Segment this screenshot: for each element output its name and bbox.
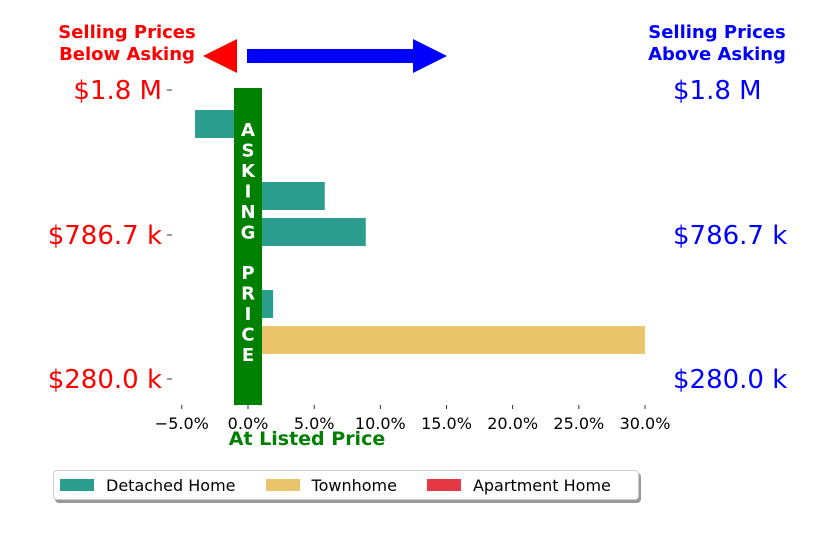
right-arrow-icon: [413, 39, 447, 73]
y-tick-label-left-1: $786.7 k: [48, 221, 162, 251]
above-asking-line2: Above Asking: [648, 44, 786, 65]
x-axis-label: At Listed Price: [229, 428, 385, 450]
above-asking-line1: Selling Prices: [648, 22, 785, 43]
y-tick-label-left-2: $280.0 k: [48, 365, 162, 395]
legend-swatch-detached: [60, 479, 94, 491]
y-tick-label-right-2: $280.0 k: [673, 365, 787, 395]
x-tick-label-5: 20.0%: [487, 414, 538, 433]
x-tick-label-1: 0.0%: [228, 414, 269, 433]
legend-label-townhome: Townhome: [311, 475, 397, 495]
below-asking-line1: Selling Prices: [58, 22, 195, 43]
band-letter-7: P: [241, 263, 254, 284]
band-letter-0: A: [241, 120, 255, 141]
x-tick-label-2: 5.0%: [294, 414, 335, 433]
legend: Detached Home Townhome Apartment Home: [53, 470, 639, 500]
x-tick-label-0: −5.0%: [155, 414, 209, 433]
band-letter-8: R: [241, 284, 255, 305]
left-arrow-icon: [203, 39, 237, 73]
bar-detached-home-3: [248, 218, 366, 246]
y-tick-label-right-1: $786.7 k: [673, 221, 787, 251]
band-letter-1: S: [242, 141, 255, 162]
band-letter-10: C: [241, 325, 254, 346]
legend-label-detached: Detached Home: [106, 475, 236, 495]
x-tick-label-3: 10.0%: [355, 414, 406, 433]
legend-swatch-townhome: [265, 479, 300, 491]
x-tick-label-6: 25.0%: [553, 414, 604, 433]
legend-item-apartment: Apartment Home: [426, 475, 611, 495]
bar-townhome-6: [248, 326, 645, 354]
band-letter-9: I: [245, 304, 252, 325]
right-arrow-shaft: [247, 49, 415, 63]
x-tick-label-7: 30.0%: [620, 414, 671, 433]
legend-item-detached: Detached Home: [60, 476, 236, 495]
y-tick-label-left-0: $1.8 M: [73, 76, 162, 106]
below-asking-line2: Below Asking: [59, 44, 195, 65]
legend-item-townhome: Townhome: [265, 475, 397, 495]
band-letter-2: K: [241, 161, 256, 182]
legend-label-apartment: Apartment Home: [472, 475, 611, 495]
band-letter-5: G: [241, 223, 256, 244]
band-letter-3: I: [245, 182, 252, 203]
x-tick-label-4: 15.0%: [421, 414, 472, 433]
band-letter-11: E: [242, 345, 254, 366]
band-letter-4: N: [240, 202, 255, 223]
asking-price-band: [234, 88, 262, 405]
legend-swatch-apartment: [426, 479, 461, 491]
y-tick-label-right-0: $1.8 M: [673, 76, 762, 106]
